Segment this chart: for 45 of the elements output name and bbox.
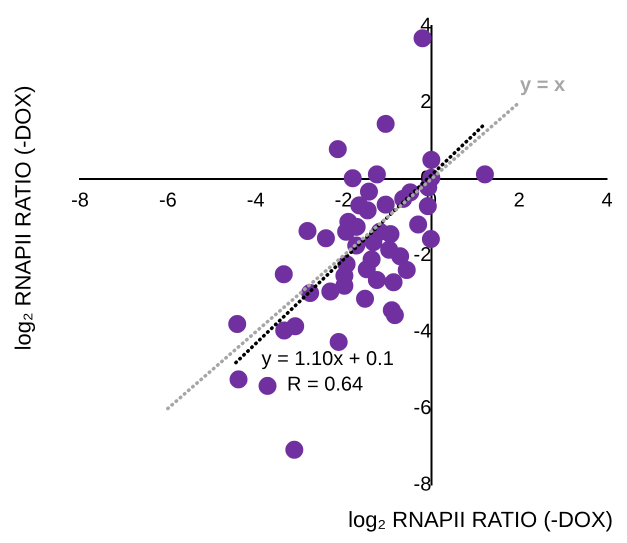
y-tick-label: -4 xyxy=(414,320,432,343)
point xyxy=(328,140,347,158)
y-tick-label: 2 xyxy=(420,91,432,114)
point xyxy=(298,222,316,240)
point xyxy=(330,332,348,351)
y-tick-label: -6 xyxy=(414,397,432,420)
point xyxy=(422,150,440,169)
x-axis-title: log₂ RNAPII RATIO (-DOX) xyxy=(348,507,613,533)
annotation: R = 0.64 xyxy=(286,373,364,396)
point xyxy=(386,306,404,324)
point xyxy=(230,370,248,388)
point xyxy=(398,261,416,280)
point xyxy=(422,230,440,248)
point xyxy=(356,290,374,308)
point xyxy=(358,201,377,220)
annotation: y = x xyxy=(520,74,566,96)
point xyxy=(274,265,293,284)
point xyxy=(316,229,335,248)
point xyxy=(376,196,395,214)
point xyxy=(360,182,378,201)
point xyxy=(344,169,362,188)
y-tick-label: -8 xyxy=(414,474,432,496)
point xyxy=(228,314,246,333)
x-tick-label: -2 xyxy=(334,190,352,212)
point xyxy=(368,270,386,289)
x-tick-label: -8 xyxy=(71,190,89,212)
point xyxy=(364,233,382,252)
annotation: y = 1.10x + 0.1 xyxy=(262,348,394,370)
point xyxy=(391,247,410,266)
point xyxy=(321,282,340,300)
point xyxy=(285,440,304,459)
point xyxy=(376,114,395,133)
point xyxy=(258,376,277,395)
x-tick-label: -4 xyxy=(246,190,265,212)
x-tick-label: 4 xyxy=(601,190,613,212)
point xyxy=(476,165,494,184)
point xyxy=(368,165,386,184)
x-tick-label: -6 xyxy=(158,190,177,212)
point xyxy=(409,216,428,234)
y-tick-label: -2 xyxy=(414,244,432,266)
x-tick-label: 2 xyxy=(514,190,525,212)
point xyxy=(358,260,376,278)
y-axis-title: log₂ RNAPII RATIO (-DOX) xyxy=(10,86,36,350)
point xyxy=(286,317,304,336)
point xyxy=(384,273,403,292)
